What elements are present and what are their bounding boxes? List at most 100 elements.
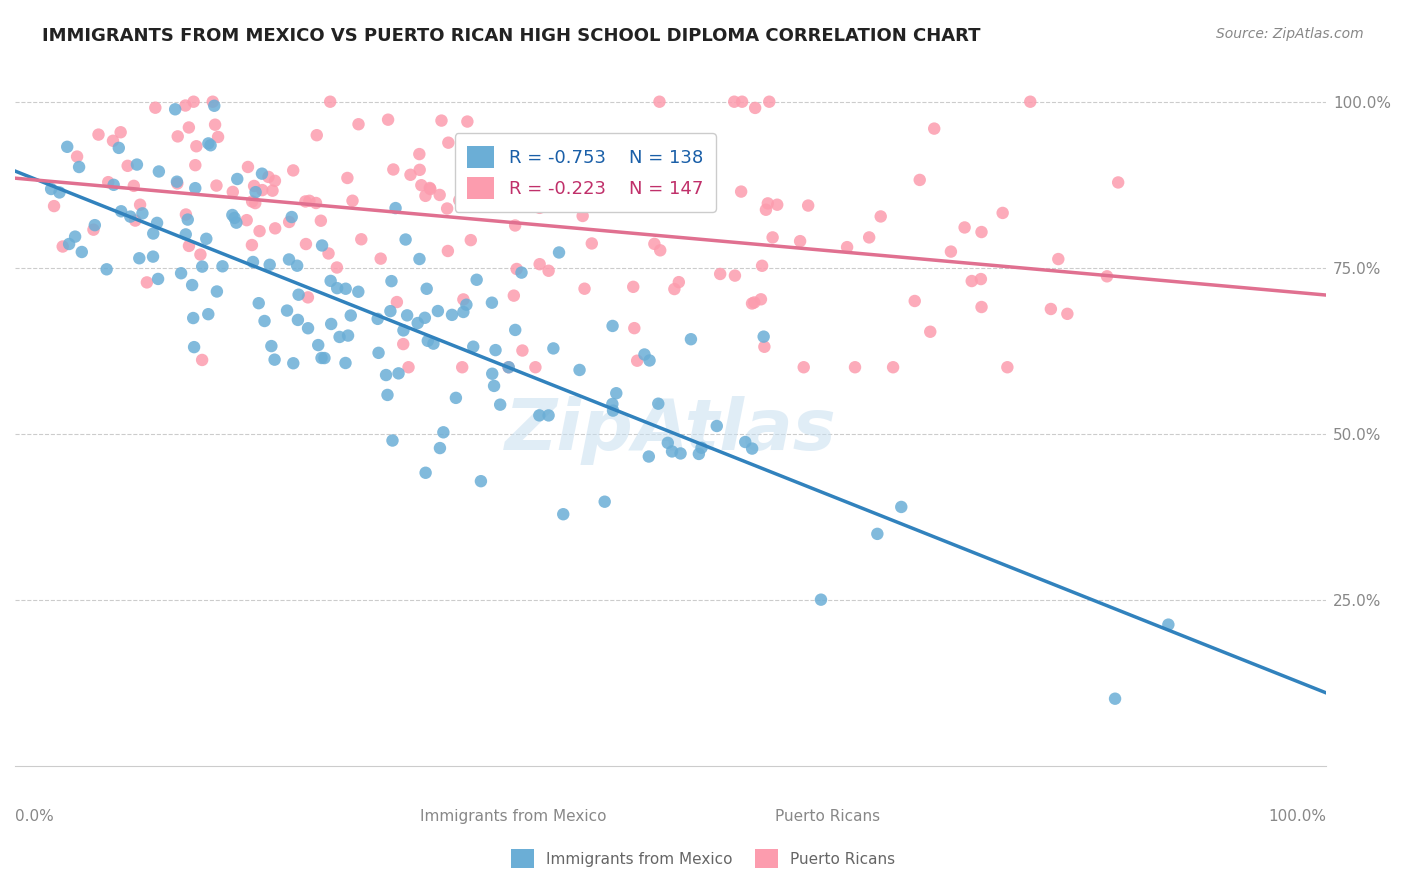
Point xyxy=(287,313,309,327)
Point xyxy=(1107,176,1129,190)
Point xyxy=(367,311,389,326)
Point xyxy=(922,121,945,136)
Point xyxy=(730,185,752,199)
Point xyxy=(749,293,772,307)
Point xyxy=(669,446,692,460)
Point xyxy=(453,305,475,319)
Point xyxy=(191,353,214,368)
Point xyxy=(124,213,146,227)
Point xyxy=(66,150,89,164)
Point xyxy=(1095,269,1118,284)
Point xyxy=(56,140,79,154)
Point xyxy=(512,343,534,358)
Point xyxy=(181,278,204,293)
Point xyxy=(432,425,454,440)
Point xyxy=(347,285,370,299)
Point xyxy=(637,450,659,464)
Point xyxy=(489,398,512,412)
Point xyxy=(184,158,207,172)
Point xyxy=(101,134,124,148)
Point xyxy=(191,260,214,274)
Point xyxy=(1047,252,1070,266)
Point xyxy=(408,147,430,161)
Point xyxy=(143,101,166,115)
Point xyxy=(844,360,866,375)
Point xyxy=(529,409,551,423)
Point xyxy=(724,268,747,283)
Point xyxy=(731,95,754,109)
Point xyxy=(262,184,284,198)
Point xyxy=(319,95,342,109)
Point xyxy=(751,259,773,273)
Point xyxy=(283,163,305,178)
Point xyxy=(380,304,402,318)
Point xyxy=(970,225,993,239)
Point xyxy=(835,240,858,254)
Point xyxy=(858,230,880,244)
Point xyxy=(225,216,247,230)
Point xyxy=(679,332,702,346)
Point xyxy=(170,266,193,280)
Point xyxy=(329,330,352,344)
Point xyxy=(236,160,259,174)
Point xyxy=(128,252,150,266)
Point xyxy=(756,196,779,211)
Point xyxy=(298,194,321,208)
Point xyxy=(70,244,93,259)
Text: Puerto Ricans: Puerto Ricans xyxy=(775,809,880,824)
Point xyxy=(335,282,357,296)
Point xyxy=(96,262,118,277)
Point xyxy=(259,258,281,272)
Text: Source: ZipAtlas.com: Source: ZipAtlas.com xyxy=(1216,27,1364,41)
Point xyxy=(789,234,811,248)
Point xyxy=(190,247,212,261)
Point xyxy=(688,447,710,461)
Point xyxy=(396,309,419,323)
Point xyxy=(385,295,408,310)
Point xyxy=(741,442,763,456)
Point xyxy=(537,409,560,423)
Point xyxy=(904,293,927,308)
Point xyxy=(581,236,603,251)
Point xyxy=(503,323,526,337)
Point xyxy=(437,136,460,150)
Point xyxy=(429,188,451,202)
Point xyxy=(336,171,359,186)
Point xyxy=(995,360,1018,375)
Point xyxy=(664,282,686,296)
Point xyxy=(1056,307,1078,321)
Point xyxy=(1039,301,1062,316)
Point xyxy=(415,282,437,296)
Point xyxy=(370,252,392,266)
Point xyxy=(294,194,316,209)
Point xyxy=(335,356,357,370)
Point xyxy=(205,285,228,299)
Point xyxy=(263,352,285,367)
Point xyxy=(991,206,1014,220)
Point xyxy=(278,252,301,267)
Point xyxy=(387,367,409,381)
Point xyxy=(583,159,606,173)
Point xyxy=(453,293,475,307)
Point xyxy=(311,351,333,365)
Point xyxy=(319,274,342,288)
Point xyxy=(174,227,197,242)
Point xyxy=(183,95,205,109)
Point xyxy=(399,168,422,182)
Point xyxy=(122,178,145,193)
Point xyxy=(342,194,364,208)
Point xyxy=(430,113,453,128)
Point xyxy=(668,275,690,289)
Point xyxy=(337,328,360,343)
Point xyxy=(283,356,305,370)
Point xyxy=(295,237,318,252)
Point xyxy=(247,296,270,310)
Point xyxy=(321,317,343,331)
Point xyxy=(505,262,527,277)
Point xyxy=(498,360,520,375)
Point xyxy=(200,138,222,153)
Point xyxy=(142,227,165,241)
Point xyxy=(529,257,551,271)
Point xyxy=(314,351,336,365)
Point xyxy=(280,210,302,224)
